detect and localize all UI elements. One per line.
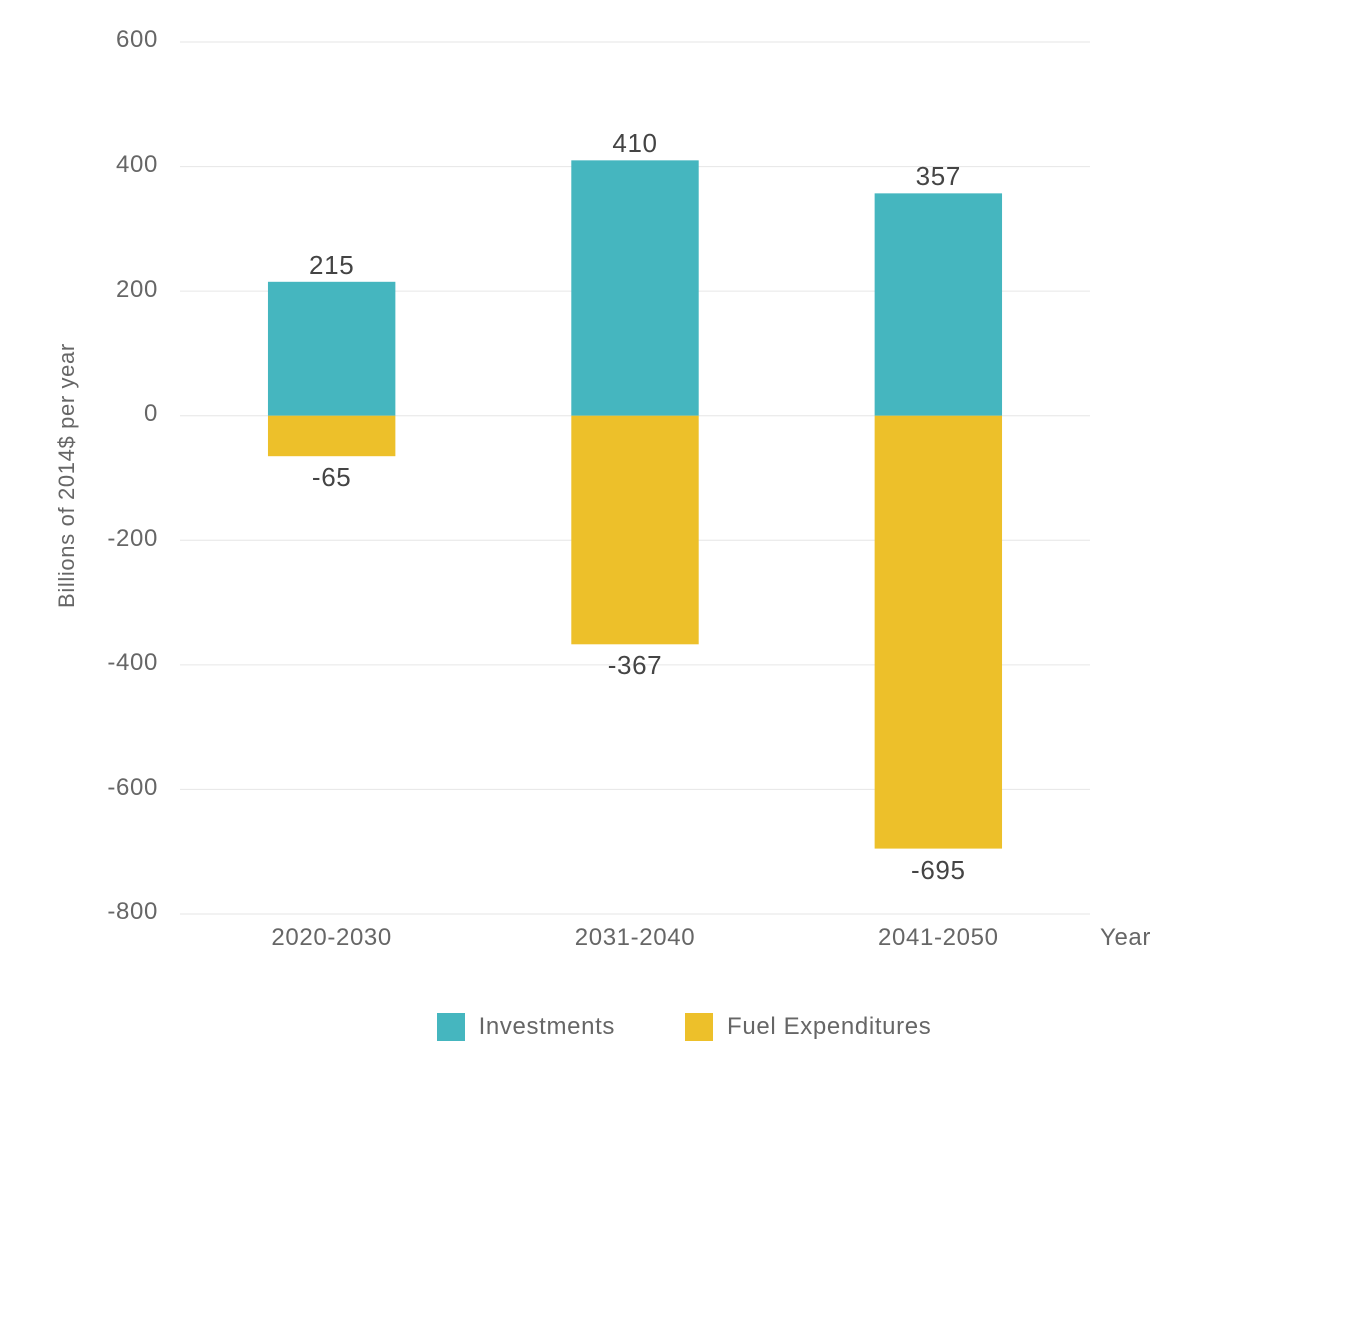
legend-item: Investments — [437, 1013, 615, 1041]
y-tick-label: 400 — [116, 151, 158, 179]
chart-container: -800 -600 -400 -200 0 200 400 600 Billions of 20… — [0, 0, 1368, 1326]
legend: Investments Fuel Expenditures — [0, 1013, 1368, 1041]
legend-label: Fuel Expenditures — [727, 1013, 931, 1041]
y-tick-label: 600 — [116, 26, 158, 54]
legend-item: Fuel Expenditures — [685, 1013, 931, 1041]
data-label: -367 — [575, 650, 695, 681]
data-label: -695 — [878, 855, 998, 886]
y-tick-label: -600 — [107, 774, 158, 802]
y-tick-label: -800 — [107, 898, 158, 926]
legend-swatch — [685, 1013, 713, 1041]
x-axis-label: Year — [1100, 924, 1151, 952]
data-label: 410 — [575, 128, 695, 159]
x-tick-label: 2020-2030 — [242, 924, 422, 952]
data-label: 357 — [878, 161, 998, 192]
data-label: 215 — [272, 250, 392, 281]
bar-fuel-expenditures — [268, 416, 395, 456]
x-tick-label: 2031-2040 — [545, 924, 725, 952]
data-label: -65 — [272, 462, 392, 493]
y-tick-label: -400 — [107, 649, 158, 677]
bar-investments — [875, 193, 1002, 415]
legend-label: Investments — [479, 1013, 615, 1041]
x-tick-label: 2041-2050 — [848, 924, 1028, 952]
y-tick-label: -200 — [107, 525, 158, 553]
y-axis-label: Billions of 2014$ per year — [54, 343, 80, 608]
bar-fuel-expenditures — [571, 416, 698, 645]
y-tick-label: 0 — [144, 400, 158, 428]
bar-fuel-expenditures — [875, 416, 1002, 849]
bar-investments — [571, 160, 698, 415]
legend-swatch — [437, 1013, 465, 1041]
y-tick-label: 200 — [116, 276, 158, 304]
bar-investments — [268, 282, 395, 416]
